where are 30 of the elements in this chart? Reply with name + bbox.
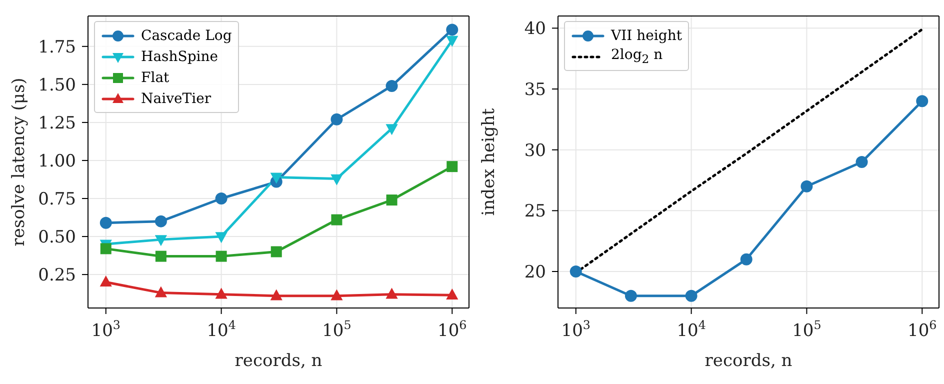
x-tick-label: 10$^{4}$ (206, 318, 236, 341)
x-tick-label: 10$^{5}$ (322, 318, 352, 341)
x-tick-label: 10$^{3}$ (91, 318, 120, 341)
x-tick-label: 10$^{6}$ (908, 318, 937, 341)
legend-label: VII height (611, 28, 682, 44)
legend-label: 2log$_{2}$ n (611, 47, 663, 66)
legend-label: HashSpine (141, 48, 218, 64)
x-axis-title: records, n (704, 351, 792, 371)
y-tick-label: 0.50 (38, 228, 76, 248)
x-axis-title: records, n (234, 351, 322, 371)
x-tick-label: 10$^{6}$ (438, 318, 467, 341)
x-tick-label: 10$^{5}$ (792, 318, 822, 341)
legend-label: Flat (141, 70, 170, 86)
y-tick-label: 1.50 (38, 75, 76, 96)
y-tick-label: 1.75 (38, 37, 76, 58)
y-tick-label: 20 (524, 262, 546, 282)
y-tick-label: 35 (524, 80, 546, 100)
y-tick-label: 40 (524, 19, 546, 40)
legend-label: Cascade Log (141, 28, 232, 44)
y-axis-title: index height (479, 108, 499, 216)
y-tick-label: 0.75 (38, 190, 76, 210)
y-tick-label: 1.00 (38, 151, 76, 172)
y-axis-title: resolve latency (μs) (9, 78, 29, 246)
y-tick-label: 1.25 (38, 113, 76, 134)
x-tick-label: 10$^{3}$ (561, 318, 590, 341)
y-tick-label: 25 (524, 202, 546, 222)
legend-label: NaiveTier (141, 90, 212, 106)
y-tick-label: 0.25 (38, 266, 76, 286)
x-tick-label: 10$^{4}$ (676, 318, 706, 341)
y-tick-label: 30 (524, 140, 546, 161)
